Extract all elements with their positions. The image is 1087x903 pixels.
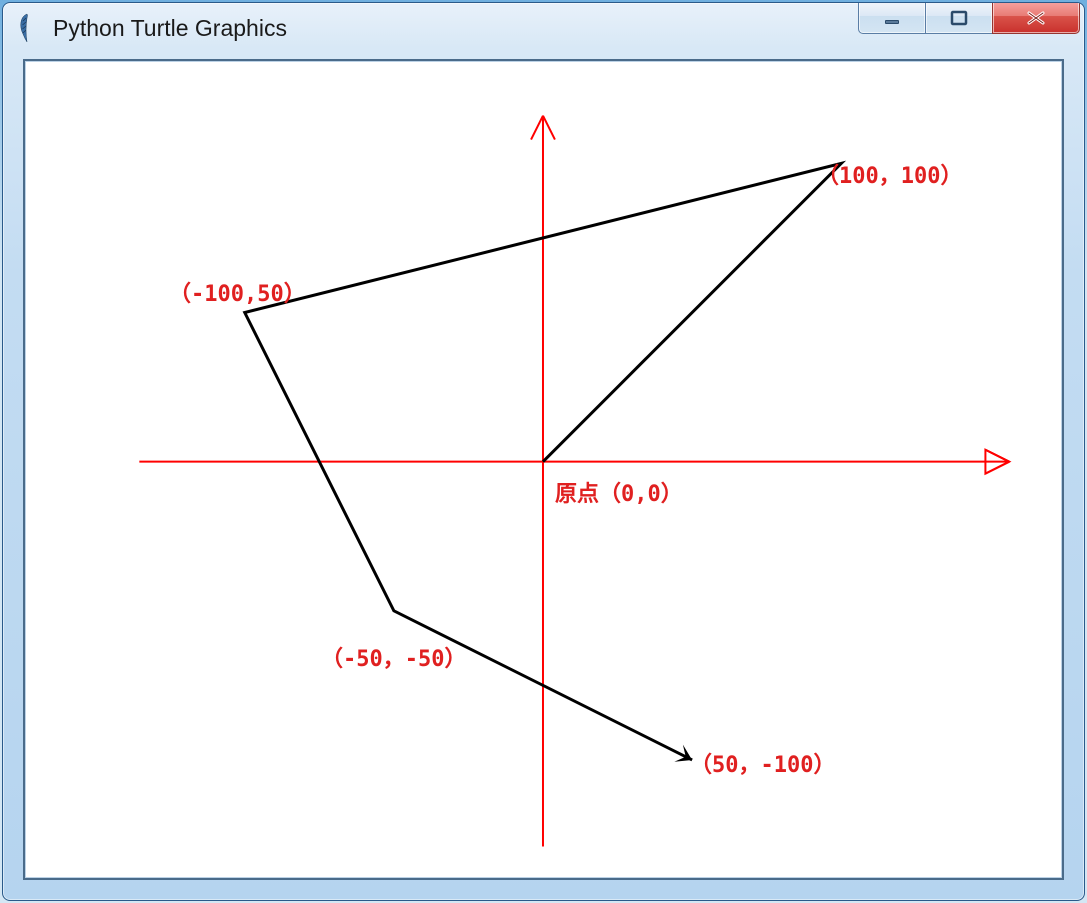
coord-label: 原点（0,0） [555, 476, 683, 508]
feather-icon [15, 12, 39, 44]
close-icon [1025, 10, 1047, 26]
coord-label: （-100,50） [169, 276, 306, 308]
window-frame: Python Turtle Graphics [2, 2, 1085, 901]
coord-label: （100，100） [817, 158, 962, 190]
turtle-canvas-area: （100，100） （-100,50） 原点（0,0） （-50，-50） （50，-1… [23, 59, 1064, 880]
minimize-button[interactable] [858, 2, 926, 34]
maximize-icon [949, 10, 969, 26]
window-controls [859, 2, 1080, 34]
maximize-button[interactable] [925, 2, 993, 34]
titlebar[interactable]: Python Turtle Graphics [3, 3, 1084, 53]
minimize-icon [883, 11, 901, 25]
coord-label: （-50，-50） [321, 641, 466, 673]
close-button[interactable] [992, 2, 1080, 34]
coord-label: （50，-100） [690, 747, 835, 779]
